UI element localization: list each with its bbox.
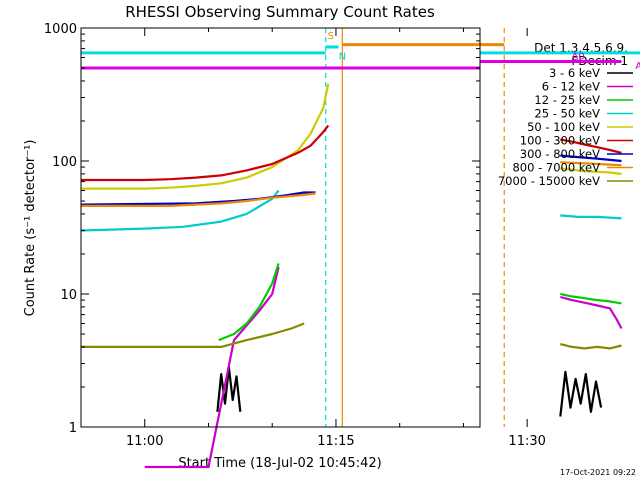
chart-title: RHESSI Observing Summary Count Rates [125,3,435,21]
series-3-segment-0 [80,189,280,232]
x-tick-label-1: 11:15 [317,434,354,449]
y-tick-label-2: 100 [52,155,77,170]
series-5-segment-0 [81,124,330,182]
series-3-segment-1 [560,214,622,220]
x-tick-label-0: 11:00 [126,434,163,449]
legend-label-6: 300 - 800 keV [520,147,600,161]
series-6-segment-0 [80,191,316,206]
series-5-segment-1 [560,138,622,154]
legend-label-7: 800 - 7000 keV [512,161,600,175]
series-6-segment-1 [560,154,622,163]
marker-label-2: A0 [572,51,585,62]
series-1-segment-0 [144,266,280,469]
legend-label-3: 25 - 50 keV [534,107,600,121]
series-4-segment-1 [560,167,622,175]
series-4-segment-0 [81,83,330,190]
y-tick-label-0: 1 [69,421,77,436]
legend-label-1: 6 - 12 keV [542,80,600,94]
series-2-segment-0 [218,263,280,342]
series-1-segment-1 [560,295,623,330]
legend-label-2: 12 - 25 keV [534,93,600,107]
legend-label-5: 100 - 300 keV [520,134,600,148]
series-2-segment-1 [560,292,622,305]
plot-frame [80,27,481,428]
legend-label-4: 50 - 100 keV [527,120,600,134]
marker-label-1: N [339,51,346,62]
y-tick-label-1: 10 [60,288,77,303]
legend-label-0: 3 - 6 keV [549,66,600,80]
series-7-segment-0 [81,192,316,207]
x-tick-label-2: 11:30 [508,434,545,449]
x-axis-label: Start Time (18-Jul-02 10:45:42) [178,456,381,471]
legend-label-8: 7000 - 15000 keV [498,174,600,188]
series-8-segment-0 [81,322,305,348]
series-8-segment-1 [560,343,622,350]
y-tick-label-3: 1000 [44,22,77,37]
y-axis-label: Count Rate (s⁻¹ detector⁻¹) [23,140,38,317]
marker-label-3: A1 [635,61,640,72]
series-7-segment-1 [560,161,622,167]
timestamp: 17-Oct-2021 09:22 [560,468,636,477]
marker-label-0: S [328,31,334,42]
chart-marks: SN A0 A1 [80,28,640,469]
series-0-segment-1 [559,370,603,417]
